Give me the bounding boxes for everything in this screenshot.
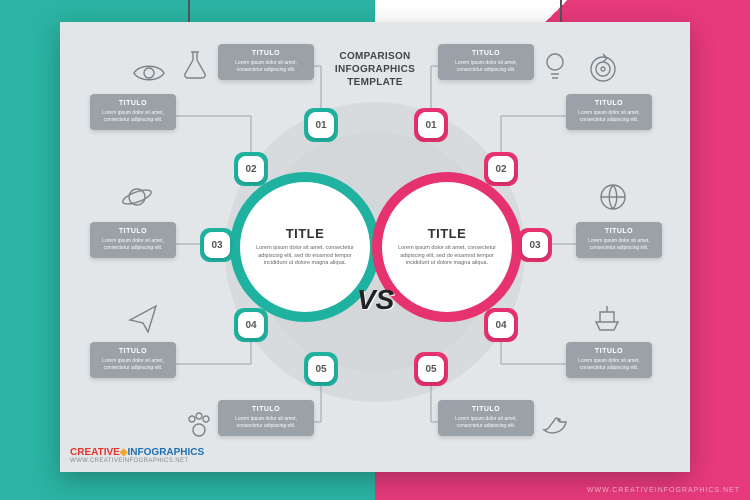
card-right-04: TITULOLorem ipsum dolor sit amet, consec… (566, 342, 652, 378)
num-badge-right-01: 01 (414, 108, 448, 142)
card-right-02: TITULOLorem ipsum dolor sit amet, consec… (566, 94, 652, 130)
card-left-03: TITULOLorem ipsum dolor sit amet, consec… (90, 222, 176, 258)
brand-logo: CREATIVE◆INFOGRAPHICS WWW.CREATIVEINFOGR… (70, 447, 204, 464)
vs-label: VS (357, 284, 394, 316)
card-right-03: TITULOLorem ipsum dolor sit amet, consec… (576, 222, 662, 258)
plane-icon (126, 300, 160, 334)
globe-icon (596, 180, 630, 214)
paw-icon (182, 408, 216, 442)
logo-word1: CREATIVE (70, 447, 120, 458)
bird-icon (538, 408, 572, 442)
num-badge-left-04: 04 (234, 308, 268, 342)
num-badge-left-05: 05 (304, 352, 338, 386)
watermark: WWW.CREATIVEINFOGRAPHICS.NET (587, 487, 740, 494)
card-left-02: TITULOLorem ipsum dolor sit amet, consec… (90, 94, 176, 130)
ship-icon (590, 300, 624, 334)
card-right-01: TITULOLorem ipsum dolor sit amet, consec… (438, 44, 534, 80)
card-left-05: TITULOLorem ipsum dolor sit amet, consec… (218, 400, 314, 436)
circle-right: TITLE Lorem ipsum dolor sit amet, consec… (372, 172, 522, 322)
eye-icon (132, 56, 166, 90)
board-inner: COMPARISON INFOGRAPHICS TEMPLATE TITLE L… (60, 22, 690, 472)
flask-icon (178, 48, 212, 82)
card-left-01: TITULOLorem ipsum dolor sit amet, consec… (218, 44, 314, 80)
planet-icon (120, 180, 154, 214)
num-badge-right-03: 03 (518, 228, 552, 262)
num-badge-left-02: 02 (234, 152, 268, 186)
logo-url: WWW.CREATIVEINFOGRAPHICS.NET (70, 458, 204, 464)
num-badge-right-04: 04 (484, 308, 518, 342)
circle-left-body: Lorem ipsum dolor sit amet, consectetur … (254, 245, 356, 267)
target-icon (586, 52, 620, 86)
card-left-04: TITULOLorem ipsum dolor sit amet, consec… (90, 342, 176, 378)
logo-word2: INFOGRAPHICS (128, 447, 205, 458)
num-badge-left-03: 03 (200, 228, 234, 262)
num-badge-right-02: 02 (484, 152, 518, 186)
circle-right-title: TITLE (428, 226, 467, 241)
circle-right-body: Lorem ipsum dolor sit amet, consectetur … (396, 245, 498, 267)
bulb-icon (538, 48, 572, 82)
card-right-05: TITULOLorem ipsum dolor sit amet, consec… (438, 400, 534, 436)
circle-left-title: TITLE (286, 226, 325, 241)
stage: COMPARISON INFOGRAPHICS TEMPLATE TITLE L… (0, 0, 750, 500)
num-badge-right-05: 05 (414, 352, 448, 386)
num-badge-left-01: 01 (304, 108, 338, 142)
poster-board: COMPARISON INFOGRAPHICS TEMPLATE TITLE L… (60, 22, 690, 472)
